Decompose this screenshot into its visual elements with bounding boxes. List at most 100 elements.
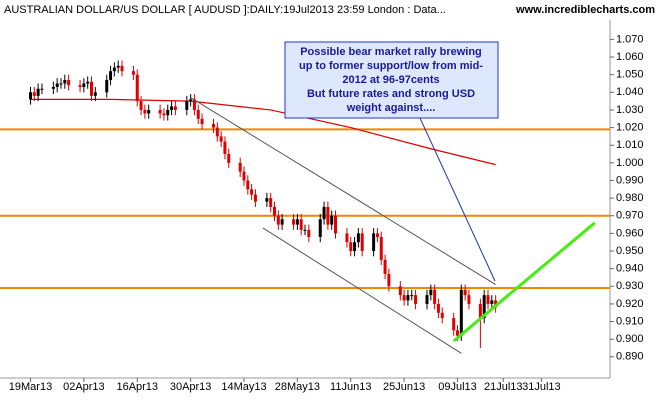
y-tick-label: 0.890 (616, 351, 644, 363)
candle-body (299, 219, 303, 230)
candle-body (116, 65, 120, 68)
candle-body (40, 88, 44, 90)
candle-body (185, 101, 189, 110)
candle-body (436, 303, 440, 313)
candle-body (456, 330, 459, 336)
candle-body (482, 295, 486, 319)
trendline (190, 97, 496, 285)
candle-body (170, 106, 174, 110)
candle-body (86, 81, 90, 84)
candle-body (223, 141, 227, 155)
candle-body (36, 88, 40, 96)
candle-body (90, 81, 93, 96)
candle-body (192, 99, 196, 110)
candle-body (425, 295, 429, 304)
x-tick-label: 28May13 (275, 381, 320, 393)
x-tick-label: 16Apr13 (116, 381, 158, 393)
candle-body (387, 273, 391, 287)
y-tick-label: 0.960 (616, 227, 644, 239)
candle-body (158, 109, 162, 114)
candle-body (189, 99, 193, 102)
candle-body (486, 295, 490, 304)
candle-body (63, 79, 67, 84)
y-tick-label: 0.950 (616, 245, 644, 257)
x-tick-label: 25Jun13 (383, 381, 425, 393)
x-tick-label: 19Mar13 (9, 381, 52, 393)
candle-body (59, 83, 63, 85)
candle-body (276, 215, 280, 225)
candle-body (318, 219, 322, 237)
candle-body (322, 206, 326, 220)
candle-body (406, 295, 410, 301)
candle-body (131, 71, 135, 75)
plot: 1.070 1.060 1.050 1.040 1.030 1.020 1.010 1.000… (0, 33, 644, 393)
candle-body (360, 233, 364, 252)
annotation-text: Possible bear market rally brewing (300, 46, 482, 58)
candle-body (375, 233, 379, 237)
candle-body (55, 83, 59, 88)
candle-body (246, 180, 250, 190)
candle-body (212, 124, 215, 128)
x-tick-label: 31Jul13 (522, 381, 561, 393)
candle-body (295, 219, 299, 225)
y-tick-label: 0.930 (616, 280, 644, 292)
annotation-text: weight against.... (346, 102, 436, 114)
y-tick-label: 1.000 (616, 157, 644, 169)
x-tick-label: 02Apr13 (63, 381, 105, 393)
chart-title: AUSTRALIAN DOLLAR/US DOLLAR [ AUDUSD ]:D… (4, 4, 446, 16)
candle-body (383, 259, 387, 274)
y-tick-label: 0.980 (616, 192, 644, 204)
x-tick-label: 14May13 (221, 381, 266, 393)
candle-body (265, 198, 269, 202)
candle-body (379, 236, 383, 260)
candle-body (356, 233, 360, 243)
candle-body (452, 318, 456, 331)
candle-body (32, 92, 36, 96)
candle-body (292, 219, 296, 225)
candle-body (326, 206, 330, 225)
candle-body (353, 242, 357, 252)
y-tick-label: 0.900 (616, 333, 644, 345)
candle-body (173, 106, 177, 110)
trendline (452, 221, 596, 343)
candle-body (349, 242, 353, 252)
annotation-text: up to former support/low from mid- (299, 60, 483, 72)
candle-body (269, 198, 273, 207)
y-tick-label: 1.030 (616, 104, 644, 116)
candle-body (273, 206, 276, 216)
candle-body (162, 113, 166, 116)
candle-body (238, 162, 242, 172)
candle-body (105, 79, 109, 93)
candle-body (29, 92, 32, 100)
candle-body (280, 219, 284, 225)
source: www.incrediblecharts.com (515, 4, 655, 16)
y-tick-label: 1.070 (616, 33, 644, 45)
candle-body (303, 229, 307, 231)
y-tick-label: 1.050 (616, 69, 644, 81)
candle-body (402, 295, 406, 301)
candle-body (139, 101, 143, 110)
candle-body (467, 295, 471, 304)
candle-body (166, 109, 170, 116)
annotation-text: 2012 at 96-97cents (342, 74, 439, 86)
candle-body (253, 194, 257, 202)
y-tick-label: 1.020 (616, 121, 644, 133)
y-tick-label: 1.060 (616, 51, 644, 63)
y-tick-label: 0.940 (616, 263, 644, 275)
candle-body (93, 92, 97, 96)
candle-body (196, 109, 200, 119)
candle-body (478, 303, 482, 319)
trendline (262, 227, 462, 354)
annotation: Possible bear market rally brewing up to … (299, 46, 483, 114)
candle-body (120, 65, 124, 72)
candle-body (330, 215, 334, 225)
candle-body (433, 289, 437, 304)
y-tick-label: 0.910 (616, 315, 644, 327)
candle-body (51, 87, 55, 89)
candle-body (82, 83, 86, 88)
candle-body (307, 229, 311, 237)
annotation-text: But future rates and strong USD (307, 88, 475, 100)
candle-body (490, 300, 494, 304)
y-tick-label: 0.920 (616, 298, 644, 310)
